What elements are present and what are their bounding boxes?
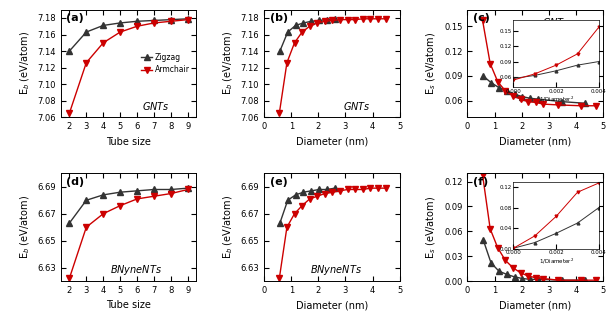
Text: (b): (b) xyxy=(270,13,287,23)
Y-axis label: E$_s$ (eV/atom): E$_s$ (eV/atom) xyxy=(425,32,438,95)
Text: (a): (a) xyxy=(66,13,84,23)
Text: $\it{BNyne NTs}$: $\it{BNyne NTs}$ xyxy=(310,264,362,277)
Armchair xyxy=(133,24,141,28)
Zigzag xyxy=(133,19,141,23)
Zigzag xyxy=(100,24,107,27)
Text: $\it{GNTs}$: $\it{GNTs}$ xyxy=(343,100,370,112)
Text: $\it{GNTs}$: $\it{GNTs}$ xyxy=(143,100,170,112)
X-axis label: Diameter (nm): Diameter (nm) xyxy=(296,300,368,310)
Legend: Zigzag, Armchair: Zigzag, Armchair xyxy=(138,49,192,78)
X-axis label: Diameter (nm): Diameter (nm) xyxy=(296,137,368,147)
Line: Armchair: Armchair xyxy=(66,17,191,116)
Armchair xyxy=(83,61,90,65)
Armchair xyxy=(116,30,124,34)
Text: (e): (e) xyxy=(270,177,287,187)
Text: $\it{BNyne NTs}$: $\it{BNyne NTs}$ xyxy=(110,264,162,277)
Zigzag xyxy=(83,30,90,34)
Line: Zigzag: Zigzag xyxy=(66,16,191,54)
Zigzag xyxy=(116,21,124,25)
X-axis label: Tube size: Tube size xyxy=(106,300,151,310)
Y-axis label: E$_b$ (eV/atom): E$_b$ (eV/atom) xyxy=(222,195,235,259)
Zigzag xyxy=(167,18,175,22)
Armchair xyxy=(185,18,192,22)
Text: $\it{GNTs}$: $\it{GNTs}$ xyxy=(542,16,569,28)
X-axis label: Diameter (nm): Diameter (nm) xyxy=(499,137,571,147)
Text: (d): (d) xyxy=(66,177,85,187)
X-axis label: Tube size: Tube size xyxy=(106,137,151,147)
Text: (c): (c) xyxy=(473,13,490,23)
Armchair xyxy=(66,111,73,115)
Armchair xyxy=(167,19,175,23)
Zigzag xyxy=(185,17,192,21)
Text: (f): (f) xyxy=(473,177,488,187)
X-axis label: Diameter (nm): Diameter (nm) xyxy=(499,300,571,310)
Text: $\it{BNyne NTs}$: $\it{BNyne NTs}$ xyxy=(515,180,567,194)
Y-axis label: E$_s$ (eV/atom): E$_s$ (eV/atom) xyxy=(425,196,438,259)
Y-axis label: E$_b$ (eV/atom): E$_b$ (eV/atom) xyxy=(18,32,32,96)
Y-axis label: E$_b$ (eV/atom): E$_b$ (eV/atom) xyxy=(222,32,235,96)
Zigzag xyxy=(150,18,158,22)
Zigzag xyxy=(66,49,73,53)
Armchair xyxy=(150,21,158,25)
Armchair xyxy=(100,41,107,45)
Y-axis label: E$_b$ (eV/atom): E$_b$ (eV/atom) xyxy=(18,195,32,259)
